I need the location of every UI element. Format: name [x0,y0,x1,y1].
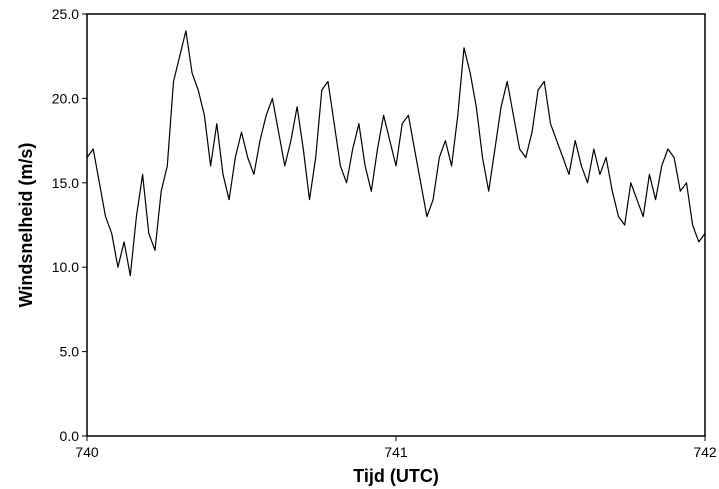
series-line [86,30,706,277]
y-tick-label: 20.0 [52,90,79,106]
x-tick-label: 741 [384,444,408,460]
x-tick-label: 742 [693,444,717,460]
x-tick-label: 740 [75,444,99,460]
y-tick-label: 25.0 [52,6,79,22]
y-axis-ticks: 0.0 5.0 10.0 15.0 20.0 25.0 [52,6,87,444]
x-axis-label: Tijd (UTC) [353,466,439,486]
series-layer [86,30,706,277]
x-axis-ticks: 740 741 742 [75,436,717,460]
y-tick-label: 0.0 [60,428,80,444]
y-tick-label: 5.0 [60,344,80,360]
y-tick-label: 10.0 [52,259,79,275]
y-axis-label: Windsnelheid (m/s) [16,143,36,308]
plot-area [86,13,706,437]
y-tick-label: 15.0 [52,175,79,191]
